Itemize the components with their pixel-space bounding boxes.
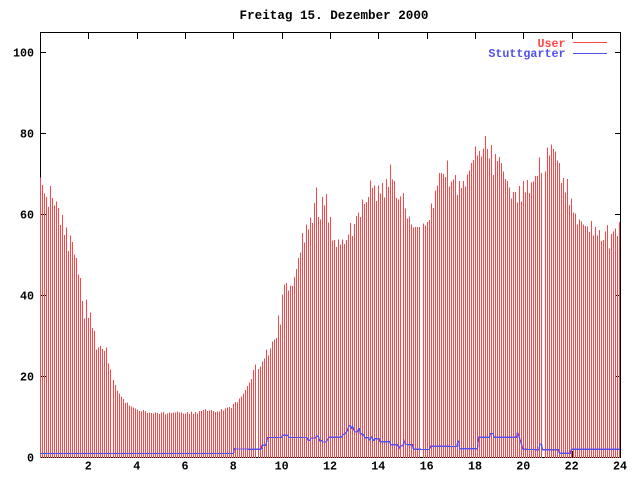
svg-text:Freitag 15. Dezember 2000: Freitag 15. Dezember 2000 — [240, 9, 429, 23]
svg-text:8: 8 — [230, 460, 237, 474]
svg-text:4: 4 — [133, 460, 140, 474]
svg-text:60: 60 — [20, 209, 34, 223]
svg-text:22: 22 — [565, 460, 579, 474]
svg-text:2: 2 — [85, 460, 92, 474]
svg-text:20: 20 — [516, 460, 530, 474]
svg-text:40: 40 — [20, 290, 34, 304]
svg-text:10: 10 — [275, 460, 289, 474]
svg-text:20: 20 — [20, 371, 34, 385]
svg-text:18: 18 — [468, 460, 482, 474]
svg-text:Stuttgarter: Stuttgarter — [488, 47, 565, 61]
svg-text:User: User — [537, 37, 565, 51]
svg-text:12: 12 — [323, 460, 337, 474]
svg-text:16: 16 — [420, 460, 434, 474]
svg-text:80: 80 — [20, 128, 34, 142]
svg-text:100: 100 — [13, 47, 34, 61]
svg-text:6: 6 — [181, 460, 188, 474]
svg-text:24: 24 — [613, 460, 627, 474]
svg-text:14: 14 — [371, 460, 385, 474]
svg-text:0: 0 — [27, 452, 34, 466]
